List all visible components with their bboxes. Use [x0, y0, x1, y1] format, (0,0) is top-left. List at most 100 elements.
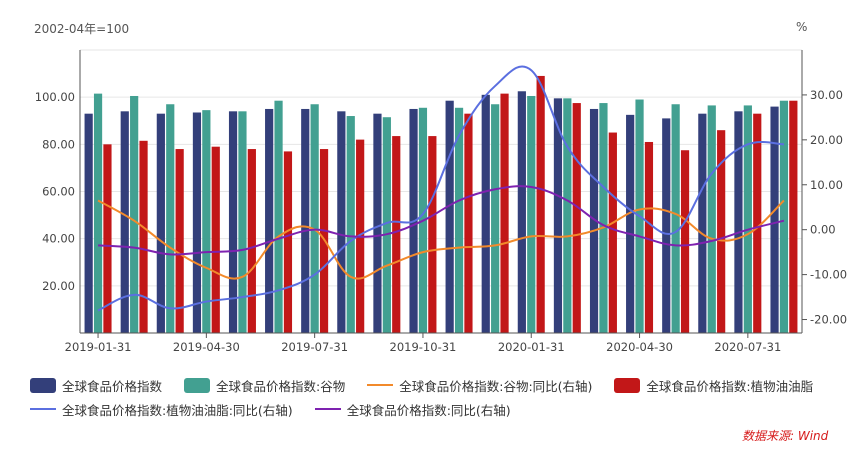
bar — [301, 108, 310, 333]
y-right-tick-label: 20.00 — [810, 133, 843, 147]
right-axis-unit: % — [796, 20, 808, 34]
bar — [310, 104, 319, 333]
legend-label: 全球食品价格指数:谷物 — [216, 378, 346, 394]
bar — [283, 151, 293, 333]
legend-swatch — [614, 377, 641, 393]
bar — [337, 111, 346, 333]
legend-item-vegoil-yoy[interactable]: 全球食品价格指数:植物油油脂:同比(右轴) — [30, 400, 293, 419]
legend-label: 全球食品价格指数 — [62, 378, 163, 394]
left-axis-unit: 2002-04年=100 — [34, 22, 130, 36]
y-left-tick-label: 100.00 — [35, 90, 75, 104]
legend-item-index-yoy[interactable]: 全球食品价格指数:同比(右轴) — [314, 400, 511, 419]
bar — [553, 98, 563, 334]
bar — [626, 114, 635, 334]
bar — [707, 105, 716, 333]
legend-swatch — [30, 377, 56, 393]
x-tick-label: 2020-07-31 — [714, 340, 781, 354]
bar — [779, 100, 789, 334]
x-tick-label: 2019-01-31 — [65, 340, 132, 354]
bar — [789, 100, 798, 334]
bar — [228, 111, 238, 333]
legend: 全球食品价格指数 全球食品价格指数:谷物 全球食品价格指数:谷物:同比(右轴) … — [30, 373, 860, 421]
y-left-tick-label: 60.00 — [42, 185, 75, 199]
bar — [428, 136, 437, 333]
bar — [274, 100, 283, 334]
bar — [130, 95, 139, 333]
bar — [743, 105, 752, 333]
legend-row-2: 全球食品价格指数:植物油油脂:同比(右轴) 全球食品价格指数:同比(右轴) — [30, 397, 860, 421]
data-source-note: 数据来源: Wind — [742, 429, 829, 443]
legend-item-cereal[interactable]: 全球食品价格指数:谷物 — [184, 376, 345, 395]
bar — [211, 146, 220, 333]
bar — [464, 113, 473, 333]
bar — [599, 103, 608, 333]
legend-label: 全球食品价格指数:同比(右轴) — [346, 402, 511, 418]
bar — [445, 100, 454, 334]
y-right-tick-label: -10.00 — [810, 268, 847, 282]
bar — [192, 112, 202, 333]
bar — [527, 95, 536, 333]
bar — [734, 111, 743, 333]
x-tick-label: 2020-01-31 — [498, 340, 565, 354]
bar — [536, 75, 545, 334]
bar — [103, 144, 112, 333]
bar — [563, 98, 572, 334]
legend-row-1: 全球食品价格指数 全球食品价格指数:谷物 全球食品价格指数:谷物:同比(右轴) … — [30, 373, 860, 397]
bar — [671, 104, 680, 333]
bar — [680, 150, 690, 333]
legend-item-index[interactable]: 全球食品价格指数 — [30, 376, 162, 395]
y-right-tick-label: 10.00 — [810, 178, 843, 192]
bar — [770, 106, 779, 333]
legend-swatch — [367, 384, 394, 386]
y-left-tick-label: 20.00 — [42, 279, 75, 293]
bar — [238, 111, 247, 333]
bar — [166, 104, 175, 333]
bar — [454, 107, 464, 333]
legend-item-vegoil[interactable]: 全球食品价格指数:植物油油脂 — [614, 376, 813, 395]
combo-chart: 20.00 40.00 60.00 80.00 100.00 -20.00 -10.00 0.… — [35, 49, 847, 354]
bar — [139, 140, 148, 333]
bar — [346, 116, 355, 334]
y-left-tick-label: 40.00 — [42, 232, 75, 246]
y-left-tick-label: 80.00 — [42, 137, 75, 151]
bar — [120, 111, 129, 333]
bar — [156, 113, 165, 333]
legend-item-cereal-yoy[interactable]: 全球食品价格指数:谷物:同比(右轴) — [367, 376, 592, 395]
bar — [175, 149, 184, 333]
bar — [753, 113, 762, 333]
x-tick-label: 2019-10-31 — [390, 340, 457, 354]
series-line — [97, 199, 785, 280]
x-tick-label: 2020-04-30 — [606, 340, 673, 354]
bar — [265, 108, 274, 333]
y-right-tick-label: 30.00 — [810, 88, 843, 102]
bar — [698, 113, 707, 333]
x-tick-label: 2019-04-30 — [173, 340, 240, 354]
bar — [572, 103, 581, 333]
series-line — [97, 65, 785, 312]
bar — [589, 108, 599, 333]
legend-swatch — [314, 408, 341, 410]
bar — [382, 117, 391, 334]
y-right-tick-label: 0.00 — [810, 223, 836, 237]
bar — [608, 132, 617, 333]
legend-label: 全球食品价格指数:植物油油脂 — [646, 378, 814, 394]
legend-swatch — [30, 408, 56, 410]
legend-swatch — [184, 377, 211, 393]
bar — [373, 113, 382, 333]
bar — [247, 149, 256, 333]
bar — [481, 94, 490, 333]
legend-label: 全球食品价格指数:植物油油脂:同比(右轴) — [62, 402, 293, 418]
bar — [93, 93, 103, 333]
bar — [84, 113, 93, 333]
bar — [491, 104, 500, 333]
bar — [202, 110, 211, 333]
x-tick-label: 2019-07-31 — [281, 340, 348, 354]
bar — [517, 91, 526, 333]
bar — [644, 141, 654, 333]
legend-label: 全球食品价格指数:谷物:同比(右轴) — [399, 378, 593, 394]
bar — [717, 130, 726, 333]
bar — [500, 93, 509, 333]
series-line — [97, 185, 785, 256]
y-right-tick-label: -20.00 — [810, 313, 847, 327]
